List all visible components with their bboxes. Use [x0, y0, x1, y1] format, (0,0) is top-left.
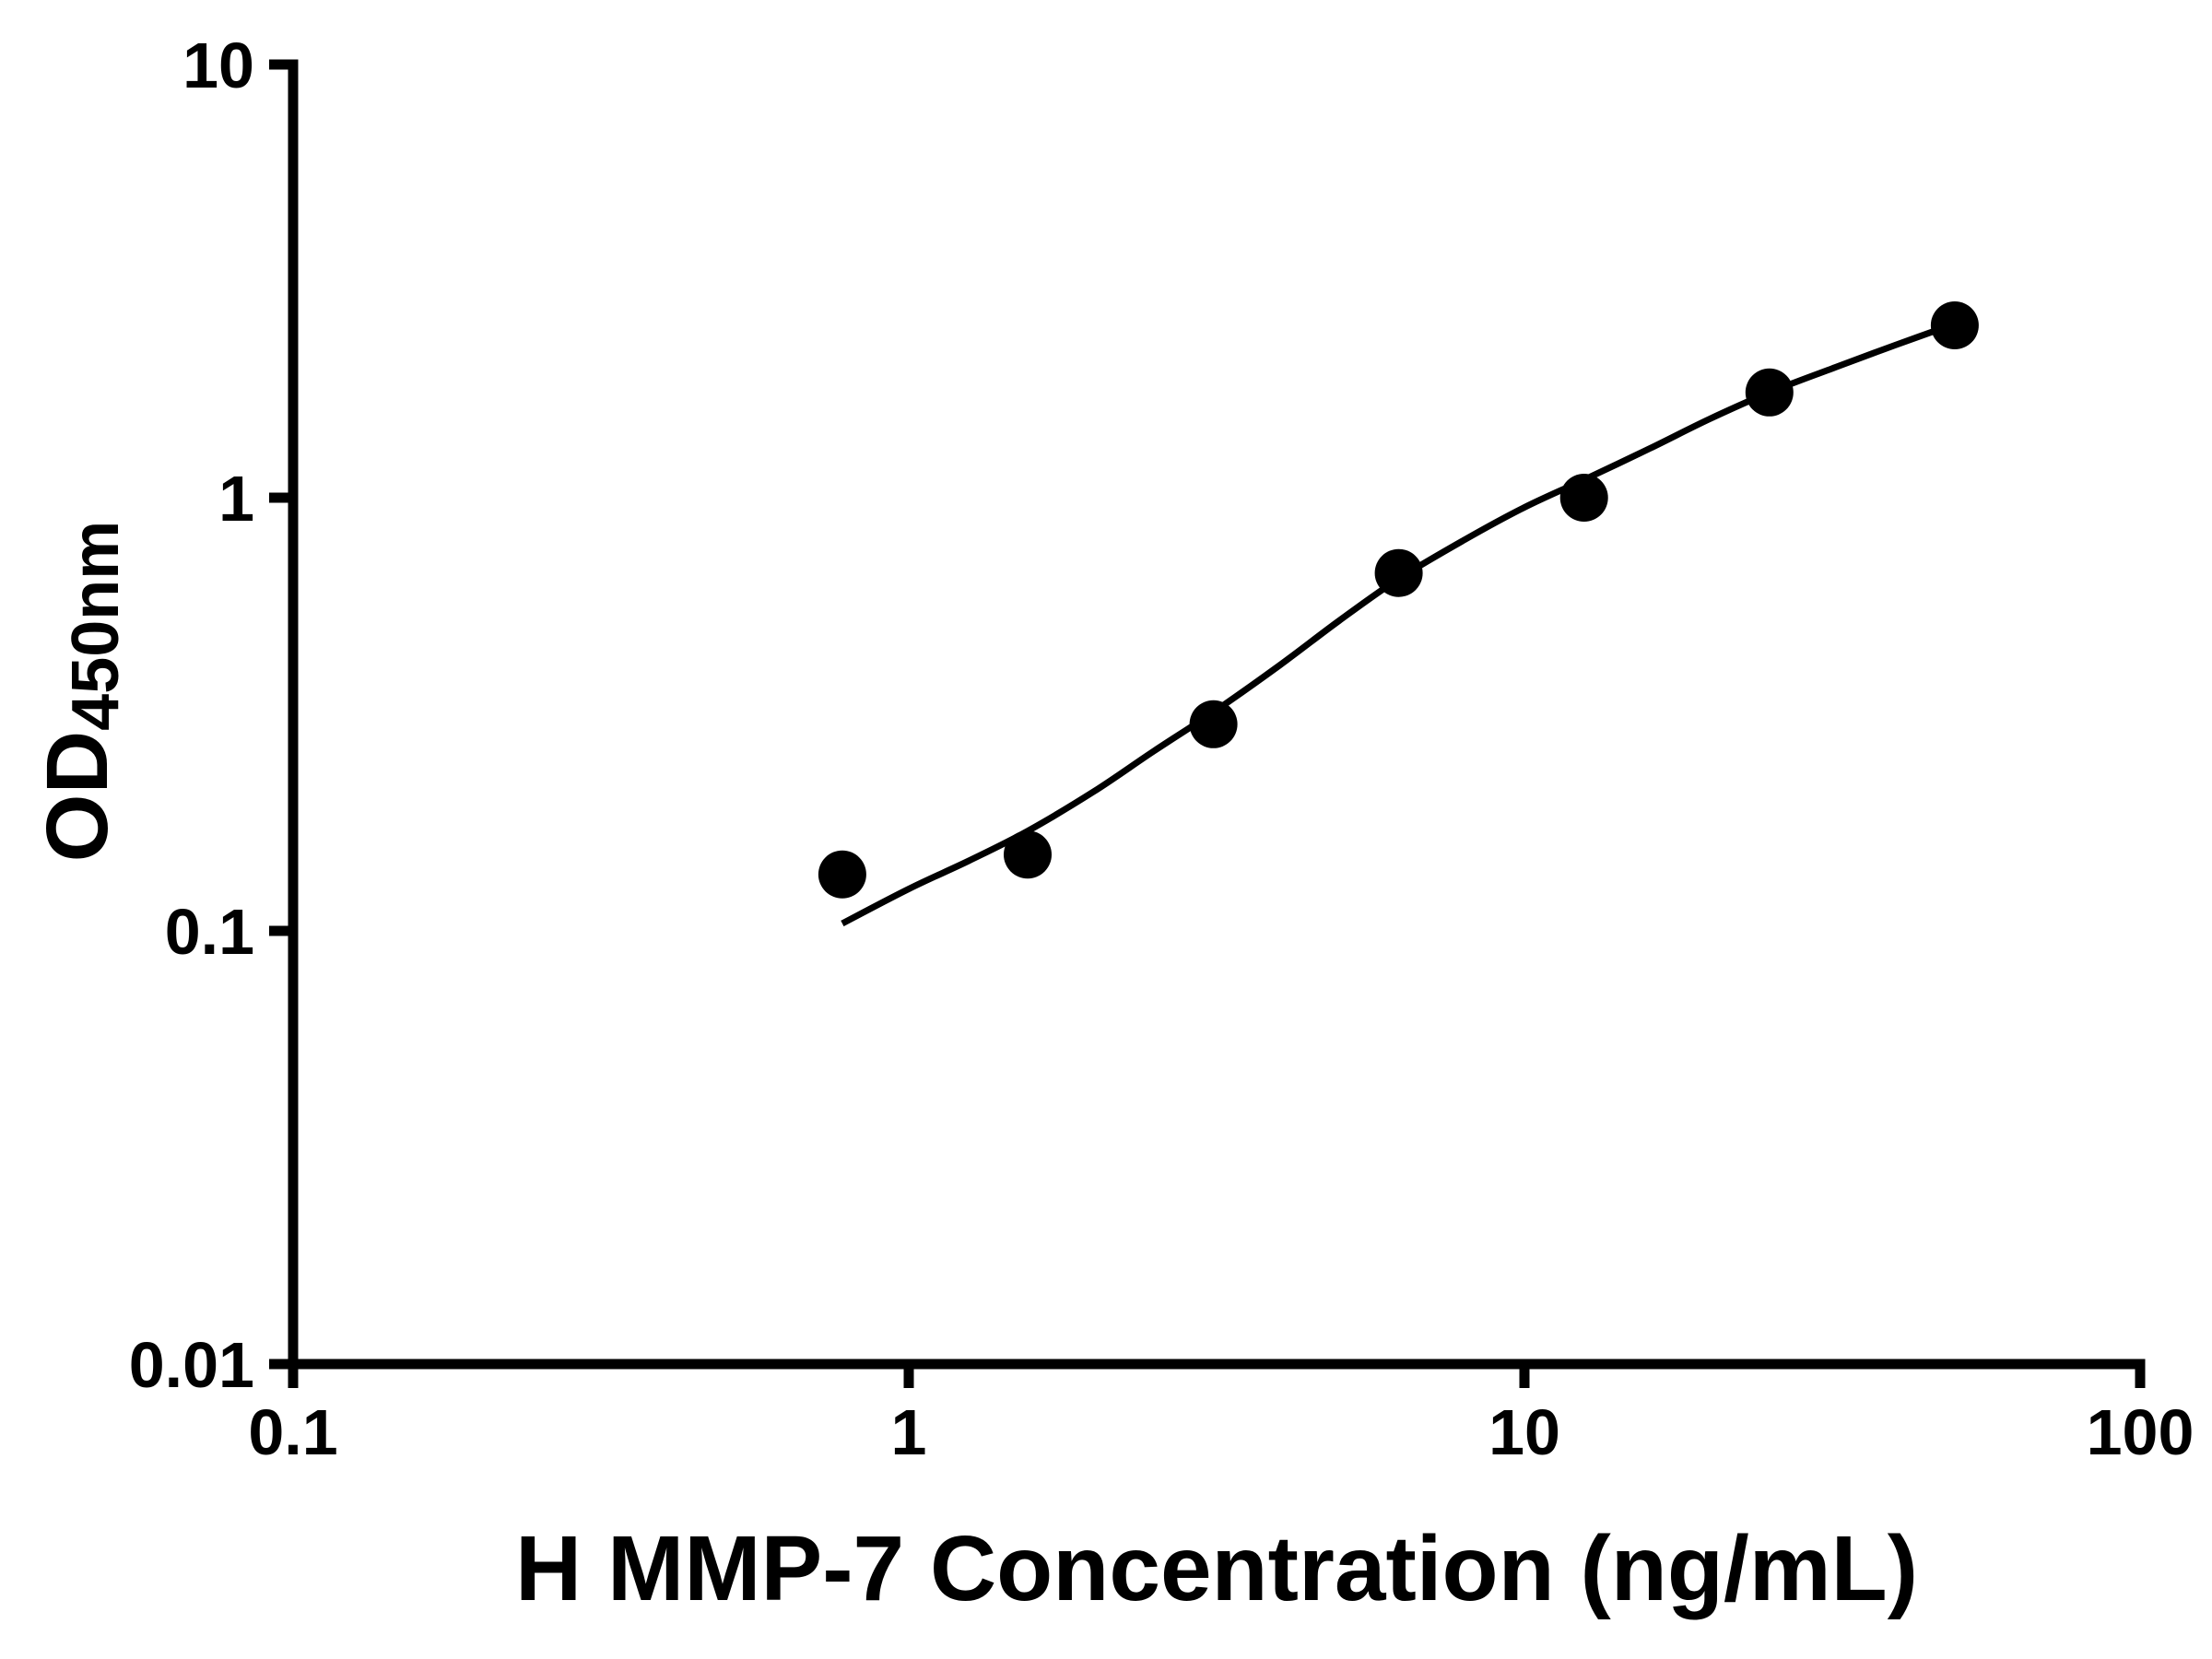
data-point [1374, 548, 1423, 597]
y-axis-label-main: OD [29, 730, 126, 863]
x-axis-tick-label: 0.1 [248, 1396, 337, 1468]
data-point [1559, 474, 1608, 522]
x-axis-tick-label: 1 [891, 1396, 927, 1468]
x-axis-label: H MMP-7 Concentration (ng/mL) [514, 1517, 1919, 1620]
data-point [818, 850, 866, 899]
data-point [1745, 368, 1794, 417]
y-axis-label-sub: 450nm [59, 520, 133, 731]
x-axis-tick-label: 10 [1488, 1396, 1560, 1468]
data-point [1004, 830, 1052, 879]
y-axis-tick-label: 0.1 [165, 896, 254, 968]
data-point [1930, 301, 1979, 349]
y-axis-tick-label: 0.01 [129, 1329, 254, 1401]
y-axis-tick-label: 10 [182, 29, 254, 101]
y-axis-tick-label: 1 [218, 463, 254, 535]
data-point [1189, 700, 1238, 748]
fit-curve [841, 321, 1957, 927]
x-axis-tick-label: 100 [2087, 1396, 2194, 1468]
y-axis-label: OD 450nm [28, 369, 138, 1014]
